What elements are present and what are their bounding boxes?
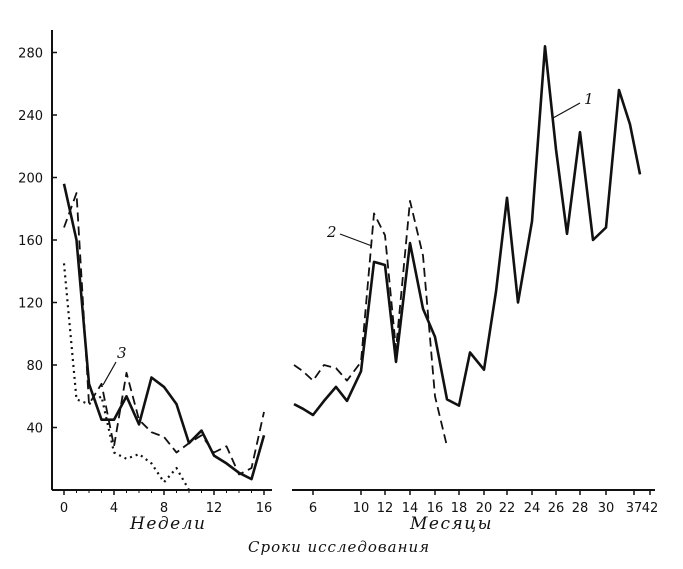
y-tick-label-160: 160: [18, 234, 43, 249]
months-series-1: [293, 44, 642, 417]
series-label-1: 1: [584, 90, 594, 108]
x-tick-label-month-37: 37: [626, 501, 643, 516]
x-axis-title-weeks: Недели: [129, 514, 207, 534]
series-lines: [62, 44, 642, 491]
x-tick-label-month-10: 10: [353, 501, 370, 516]
weeks-series-dashed: [63, 192, 265, 476]
x-tick-label-month-28: 28: [572, 501, 589, 516]
y-tick-label-280: 280: [18, 47, 43, 62]
y-tick-label-200: 200: [18, 172, 43, 187]
x-tick-label-month-26: 26: [548, 501, 565, 516]
x-tick-label-month-22: 22: [499, 501, 516, 516]
x-ticks: 0 4 8 12 16 6 10 12 14 16 18 20 22 24 26 28 30 37 42: [60, 490, 658, 516]
y-tick-label-40: 40: [26, 422, 43, 437]
weeks-series-3: [62, 183, 266, 481]
x-tick-label-month-12: 12: [377, 501, 394, 516]
series-leader-3: [102, 361, 117, 386]
y-tick-label-120: 120: [18, 297, 43, 312]
series-leader-2: [339, 233, 373, 247]
x-axis-title-months: Месяцы: [409, 514, 493, 534]
figure-caption: Сроки исследования: [248, 538, 430, 556]
x-tick-label-month-42: 42: [642, 501, 659, 516]
series-label-2: 2: [326, 223, 337, 241]
series-labels: 3 2 1: [102, 90, 594, 386]
weeks-series-dotted: [62, 263, 190, 491]
y-ticks: 40 80 120 160 200 240 280: [18, 47, 57, 437]
y-tick-label-80: 80: [26, 359, 43, 374]
series-leader-1: [552, 102, 581, 119]
x-tick-label-month-20: 20: [476, 501, 493, 516]
x-tick-label-month-30: 30: [598, 501, 615, 516]
y-tick-label-240: 240: [18, 109, 43, 124]
x-tick-label-week-0: 0: [60, 501, 68, 516]
x-tick-label-month-16: 16: [427, 501, 444, 516]
x-tick-label-week-12: 12: [206, 501, 223, 516]
series-label-3: 3: [117, 344, 127, 362]
x-tick-label-week-4: 4: [110, 501, 118, 516]
x-tick-label-week-16: 16: [256, 501, 273, 516]
x-tick-label-month-6: 6: [309, 501, 317, 516]
x-tick-label-month-24: 24: [524, 501, 541, 516]
x-tick-label-week-8: 8: [160, 501, 168, 516]
x-tick-label-month-18: 18: [451, 501, 468, 516]
months-series-2: [293, 199, 448, 447]
x-tick-label-month-14: 14: [402, 501, 419, 516]
axes: [51, 30, 655, 491]
